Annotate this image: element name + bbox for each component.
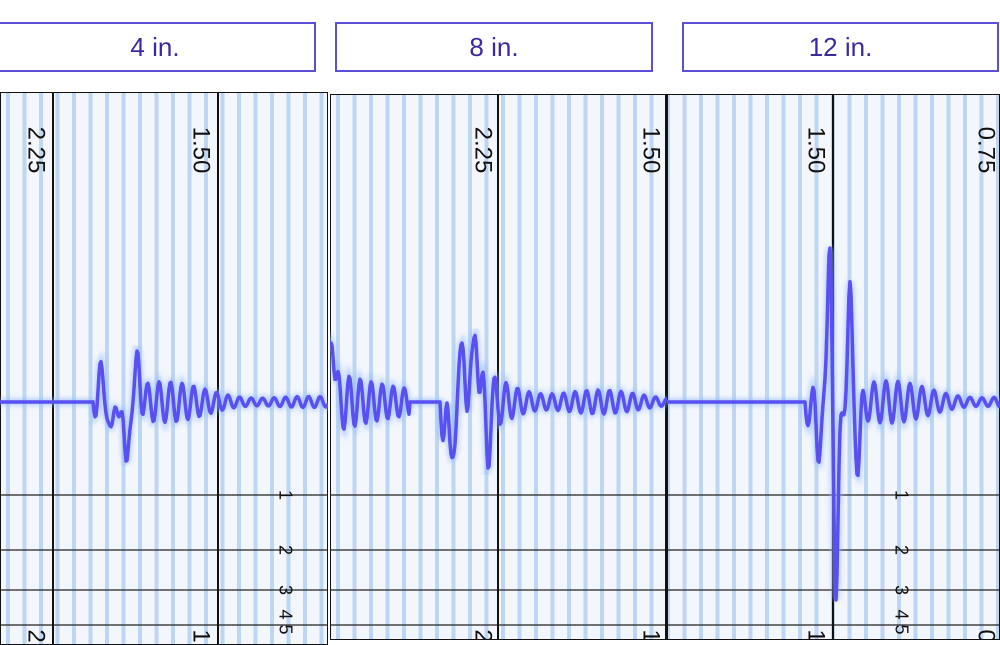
panel-header-box (0, 22, 316, 72)
trace-label: 2 (891, 545, 911, 555)
scale-label: 2.25 (470, 127, 497, 174)
bottom-label: 2 (23, 629, 50, 642)
scale-label: 1.50 (803, 127, 830, 174)
chart-area: 1.50 0.75 1 2 3 4 5 1 0 (667, 94, 1000, 642)
trace-label: 1 (275, 490, 295, 500)
panel-header-box (682, 22, 999, 72)
scale-label: 2.25 (23, 127, 50, 174)
trace (667, 246, 1000, 602)
chart-area: 2.25 1.50 2 1 (330, 94, 667, 642)
chart-area: 2.25 1.50 1 2 3 4 5 2 1 (0, 92, 328, 645)
bottom-label: 0 (973, 629, 1000, 642)
bottom-label: 1 (803, 629, 830, 642)
panel-header-box (335, 22, 653, 72)
paper (0, 92, 328, 645)
trace-label: 3 (891, 585, 911, 595)
bottom-label: 1 (638, 629, 665, 642)
trace-label: 4 5 (275, 609, 295, 634)
bottom-label: 2 (470, 629, 497, 642)
trace (330, 333, 667, 470)
panel-header: 8 in. (469, 32, 518, 62)
panel: 12 in. 1.50 0.75 1 2 3 4 5 1 0 (667, 22, 1000, 642)
trace-label: 4 5 (891, 609, 911, 634)
scale-label: 1.50 (638, 127, 665, 174)
panel-header: 12 in. (809, 32, 873, 62)
panel-header: 4 in. (130, 32, 179, 62)
trace-label: 2 (275, 545, 295, 555)
trace-label: 1 (891, 490, 911, 500)
scale-label: 1.50 (188, 127, 215, 174)
scale-label: 0.75 (973, 127, 1000, 174)
trace (0, 349, 328, 463)
panel: 8 in. 2.25 1.50 2 1 (330, 22, 667, 642)
bottom-label: 1 (188, 629, 215, 642)
trace-label: 3 (275, 585, 295, 595)
panel: 4 in. 2.25 1.50 1 2 3 4 5 2 1 (0, 22, 328, 645)
